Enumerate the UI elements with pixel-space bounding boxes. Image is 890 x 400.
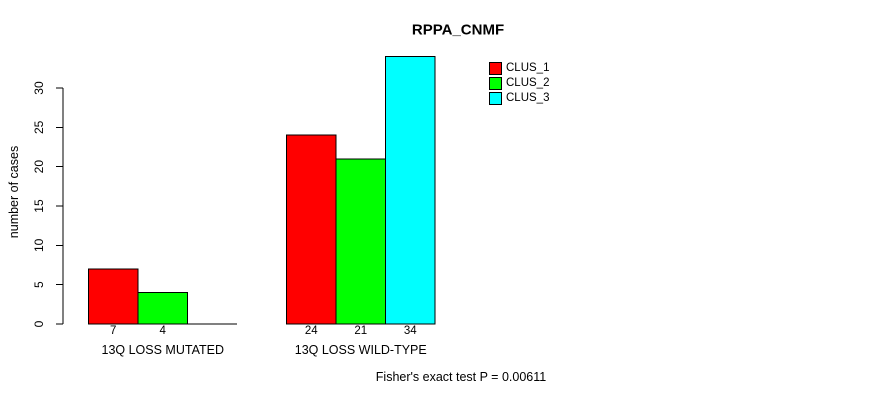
legend-label: CLUS_1 [506, 62, 550, 74]
chart-title: RPPA_CNMF [411, 21, 505, 39]
bar-value-label: 34 [404, 325, 417, 337]
category-label: 13Q LOSS WILD-TYPE [295, 343, 427, 357]
legend-swatch-CLUS_3 [489, 92, 502, 105]
y-axis-tick-label: 25 [32, 120, 46, 134]
y-axis-tick-label: 15 [32, 199, 46, 213]
bar-value-label: 24 [305, 325, 318, 337]
legend-item: CLUS_2 [489, 77, 549, 90]
bar-CLUS_1 [88, 268, 139, 325]
legend-swatch-CLUS_1 [489, 62, 502, 75]
bar-value-label: 7 [110, 325, 116, 337]
bar-CLUS_1 [286, 134, 337, 325]
bar-value-label: 4 [160, 325, 167, 337]
y-axis-tick-label: 20 [32, 160, 46, 174]
legend-item: CLUS_3 [489, 92, 549, 105]
y-axis-tick-label: 0 [32, 320, 46, 327]
fisher-test-caption: Fisher's exact test P = 0.00611 [375, 370, 547, 384]
legend-swatch-CLUS_2 [489, 77, 502, 90]
legend-label: CLUS_3 [506, 92, 550, 104]
category-label: 13Q LOSS MUTATED [102, 343, 224, 357]
y-axis-tick-label: 5 [32, 281, 46, 288]
bar-value-label: 21 [354, 325, 367, 337]
bar-CLUS_3 [385, 56, 436, 325]
y-axis-tick-label: 10 [32, 238, 46, 252]
bar-CLUS_2 [137, 292, 188, 325]
legend-item: CLUS_1 [489, 62, 549, 75]
legend: CLUS_1 CLUS_2 CLUS_3 [489, 62, 549, 107]
bar-CLUS_2 [335, 158, 386, 325]
y-axis-tick-label: 30 [32, 81, 46, 95]
legend-label: CLUS_2 [506, 77, 550, 89]
